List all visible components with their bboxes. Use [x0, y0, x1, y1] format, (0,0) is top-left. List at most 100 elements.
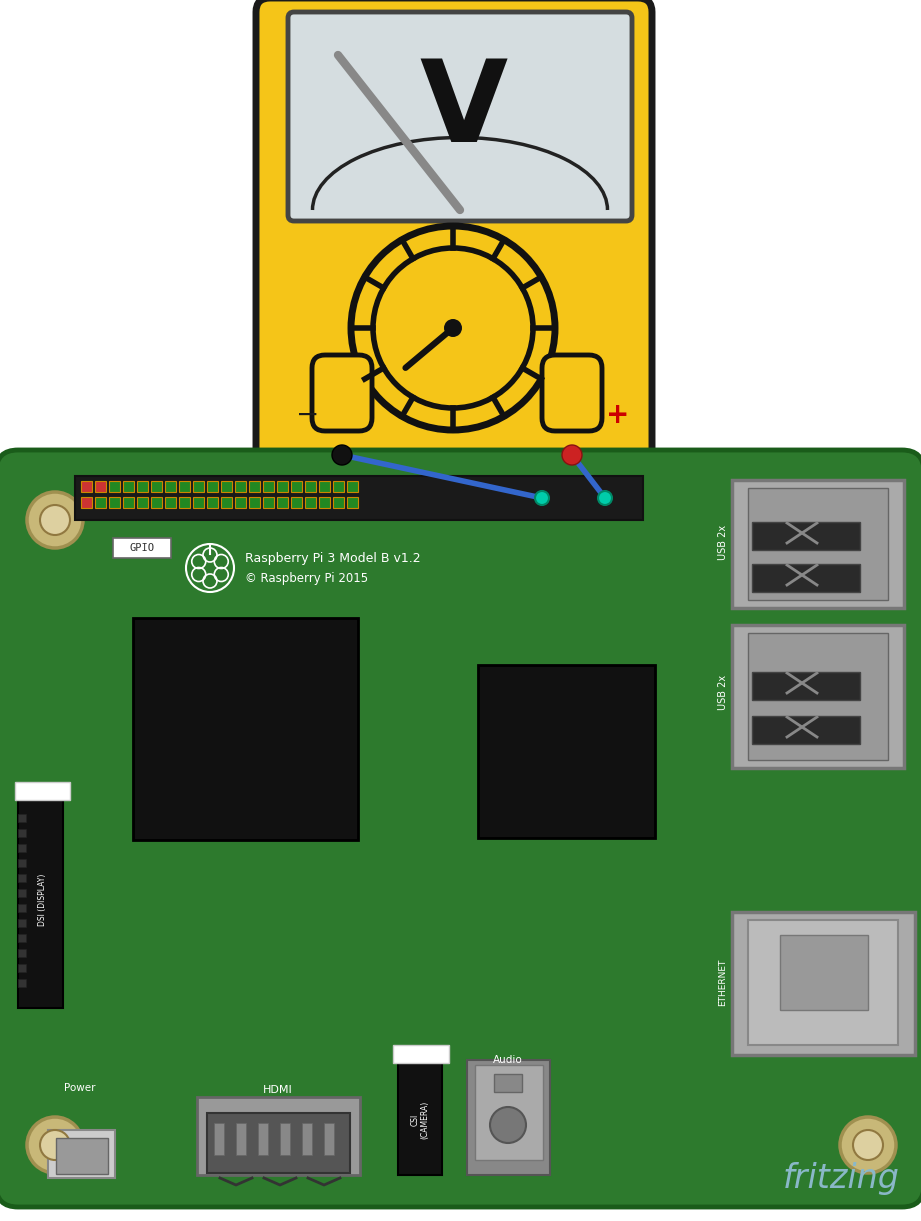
Bar [18, 860, 26, 867]
Bar [18, 904, 26, 912]
Bar [333, 481, 344, 492]
Circle shape [373, 248, 533, 408]
Bar [123, 481, 134, 492]
FancyBboxPatch shape [542, 355, 602, 431]
Text: −: − [297, 400, 320, 429]
Text: HDMI: HDMI [263, 1085, 293, 1095]
Bar [475, 1065, 543, 1160]
Bar [48, 1129, 115, 1178]
Bar [179, 497, 190, 508]
Bar [214, 1123, 224, 1155]
Text: USB 2x: USB 2x [718, 525, 728, 559]
Bar [748, 488, 888, 600]
Bar [249, 497, 260, 508]
Bar [752, 716, 860, 744]
Bar [235, 481, 246, 492]
Bar [277, 481, 288, 492]
Bar [56, 1138, 108, 1175]
Circle shape [840, 1117, 896, 1173]
Bar [137, 481, 148, 492]
Bar [15, 781, 70, 800]
Circle shape [351, 226, 555, 430]
Bar [193, 481, 204, 492]
Bar [748, 919, 898, 1045]
Bar [255, 9, 645, 455]
Bar [393, 1045, 449, 1063]
Bar [302, 1123, 312, 1155]
Bar [81, 481, 92, 492]
Bar [133, 618, 358, 840]
Bar [467, 1060, 550, 1175]
Bar [333, 497, 344, 508]
Bar [347, 497, 358, 508]
Bar [18, 889, 26, 897]
Bar [207, 1114, 350, 1173]
Bar [109, 481, 120, 492]
Bar [478, 665, 655, 838]
FancyBboxPatch shape [0, 451, 921, 1208]
Text: USB 2x: USB 2x [718, 674, 728, 709]
Circle shape [40, 1129, 70, 1160]
FancyBboxPatch shape [256, 0, 652, 466]
Bar [197, 1096, 360, 1175]
Bar [18, 844, 26, 852]
Bar [305, 481, 316, 492]
Circle shape [853, 1129, 883, 1160]
Text: Audio: Audio [493, 1055, 523, 1065]
Text: DSI (DISPLAY): DSI (DISPLAY) [38, 874, 46, 927]
Bar [752, 523, 860, 549]
Bar [398, 1060, 442, 1175]
Bar [263, 497, 274, 508]
Bar [319, 481, 330, 492]
Circle shape [490, 1107, 526, 1143]
Circle shape [27, 492, 83, 548]
Circle shape [27, 1117, 83, 1173]
Bar [263, 481, 274, 492]
Circle shape [40, 505, 70, 535]
Bar [18, 949, 26, 957]
Bar [732, 912, 915, 1055]
Bar [18, 934, 26, 941]
Bar [305, 497, 316, 508]
Bar [494, 1074, 522, 1092]
FancyBboxPatch shape [312, 355, 372, 431]
Bar [207, 497, 218, 508]
Bar [236, 1123, 246, 1155]
Bar [18, 919, 26, 927]
Bar [221, 497, 232, 508]
Circle shape [332, 444, 352, 465]
Bar [780, 935, 868, 1010]
Text: CSI
(CAMERA): CSI (CAMERA) [410, 1101, 430, 1139]
Circle shape [562, 444, 582, 465]
Bar [732, 625, 904, 768]
Text: GPIO: GPIO [130, 543, 155, 553]
Text: +: + [606, 400, 630, 429]
Bar [18, 979, 26, 987]
Bar [249, 481, 260, 492]
Text: ETHERNET: ETHERNET [718, 958, 728, 1006]
Bar [151, 481, 162, 492]
Bar [277, 497, 288, 508]
Text: fritzing: fritzing [783, 1162, 900, 1195]
Bar [324, 1123, 334, 1155]
Circle shape [598, 491, 612, 505]
Bar [18, 814, 26, 822]
Circle shape [535, 491, 549, 505]
Bar [291, 497, 302, 508]
Bar [258, 1123, 268, 1155]
Bar [319, 497, 330, 508]
Bar [752, 672, 860, 700]
Bar [165, 481, 176, 492]
Bar [81, 497, 92, 508]
Bar [748, 632, 888, 759]
Bar [137, 497, 148, 508]
Bar [179, 481, 190, 492]
Bar [113, 538, 171, 558]
Bar [75, 476, 643, 520]
Bar [18, 829, 26, 838]
Bar [235, 497, 246, 508]
Text: Raspberry Pi 3 Model B v1.2: Raspberry Pi 3 Model B v1.2 [245, 552, 421, 564]
Bar [165, 497, 176, 508]
Circle shape [853, 505, 883, 535]
Bar [221, 481, 232, 492]
